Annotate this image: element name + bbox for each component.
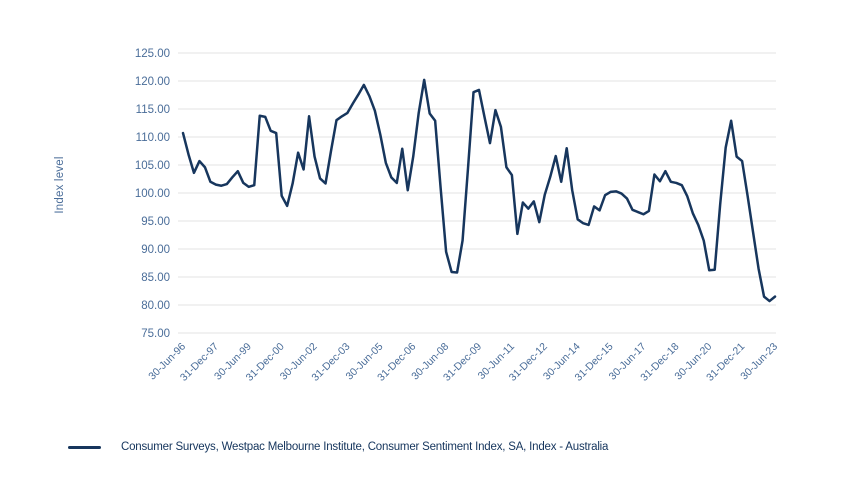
y-tick-label: 75.00 [141, 328, 170, 340]
legend-label: Consumer Surveys, Westpac Melbourne Inst… [121, 441, 609, 453]
y-tick-label: 125.00 [135, 48, 170, 60]
y-tick-label: 105.00 [135, 160, 170, 172]
y-tick-label: 115.00 [136, 104, 170, 116]
y-tick-label: 100.00 [135, 188, 170, 200]
legend: Consumer Surveys, Westpac Melbourne Inst… [68, 441, 608, 453]
y-tick-label: 85.00 [141, 272, 170, 284]
y-axis-title: Index level [54, 156, 66, 214]
y-tick-label: 80.00 [141, 300, 170, 312]
y-tick-label: 110.00 [136, 132, 170, 144]
y-tick-label: 95.00 [141, 216, 170, 228]
y-tick-label: 120.00 [135, 76, 170, 88]
legend-line-swatch [68, 445, 101, 449]
sentiment-line [181, 78, 777, 303]
y-tick-label: 90.00 [141, 244, 170, 256]
